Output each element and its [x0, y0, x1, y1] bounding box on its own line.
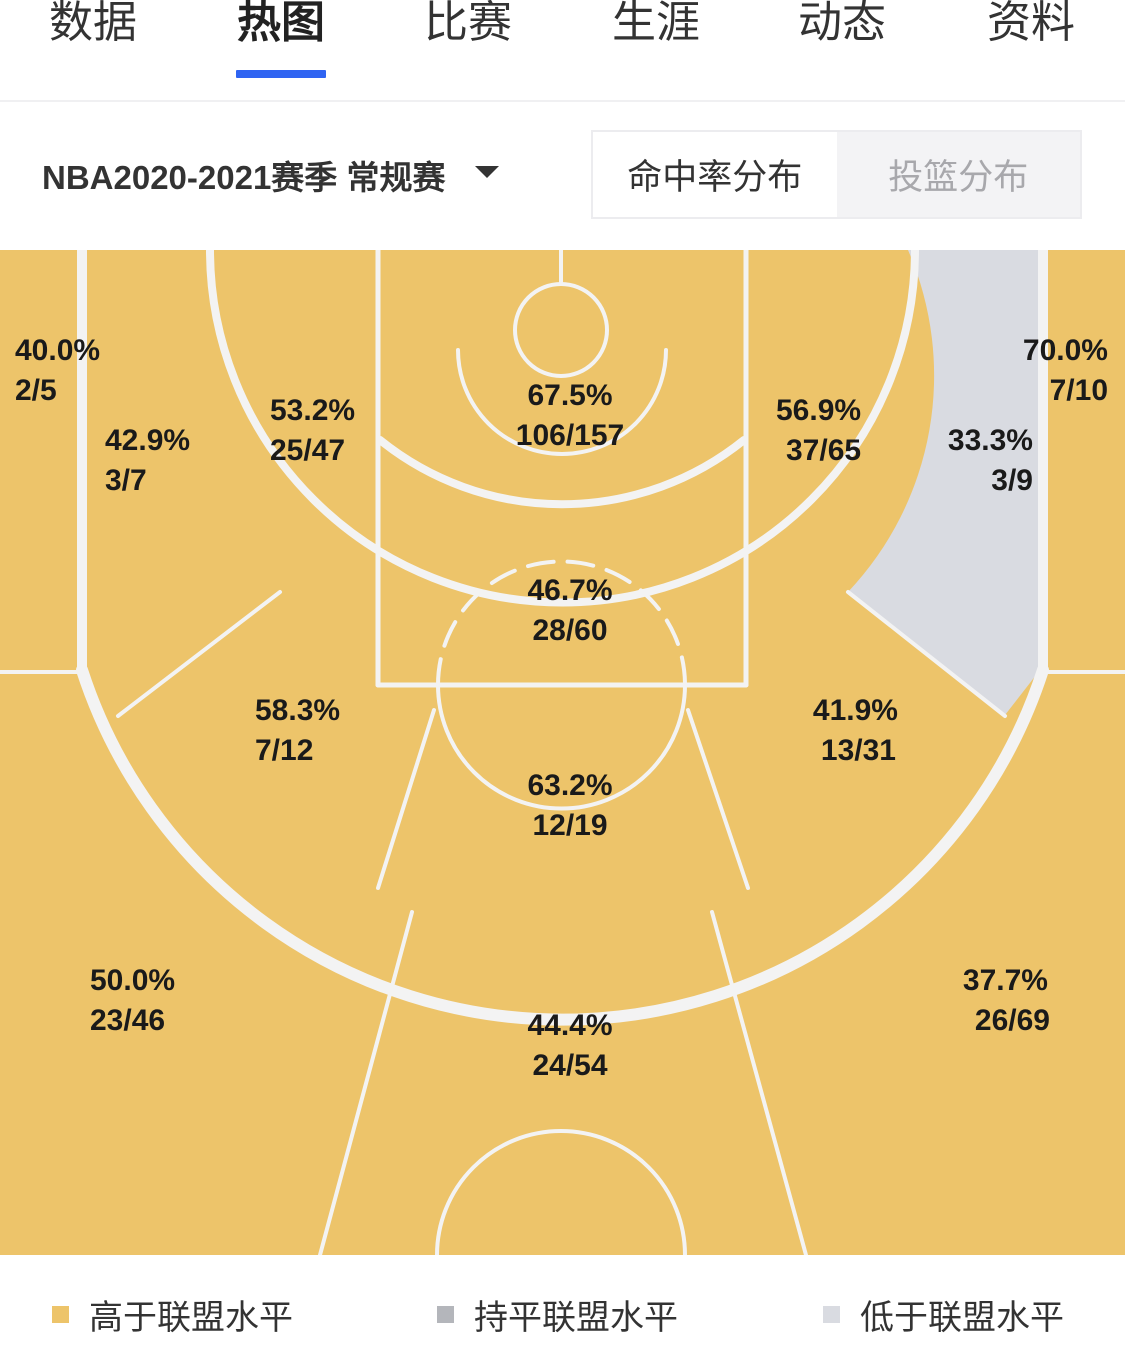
legend-swatch-above: [52, 1306, 69, 1323]
zone-pct-right-baseline-mid: 33.3%: [948, 424, 1033, 457]
zone-pct-right-wing-3: 37.7%: [963, 964, 1048, 997]
zone-pct-right-corner-3: 70.0%: [1023, 334, 1108, 367]
zone-pct-right-wing-mid: 41.9%: [813, 694, 898, 727]
zone-made-att-restricted-area: 106/157: [516, 419, 624, 452]
tab-stats[interactable]: 数据: [49, 0, 137, 48]
legend-swatch-below: [823, 1306, 840, 1323]
season-dropdown[interactable]: NBA2020-2021赛季 常规赛: [42, 145, 500, 205]
tab-profile[interactable]: 资料: [987, 0, 1075, 48]
zone-made-att-right-baseline-mid: 3/9: [991, 464, 1033, 497]
zone-made-att-top-key-mid: 12/19: [532, 809, 607, 842]
legend-below: 低于联盟水平: [823, 1290, 1064, 1339]
toggle-shot-distribution[interactable]: 投篮分布: [836, 132, 1080, 217]
zone-pct-left-baseline-mid: 42.9%: [105, 424, 190, 457]
tab-bar: 数据 热图 比赛 生涯 动态 资料: [0, 0, 1125, 102]
zone-made-att-paint-non-ra: 28/60: [532, 614, 607, 647]
tab-career[interactable]: 生涯: [612, 0, 700, 48]
zone-pct-right-short-mid: 56.9%: [776, 394, 861, 427]
zone-pct-left-corner-3: 40.0%: [15, 334, 100, 367]
view-toggle: 命中率分布 投篮分布: [591, 130, 1082, 219]
legend: 高于联盟水平 持平联盟水平 低于联盟水平: [0, 1270, 1125, 1350]
zone-pct-left-wing-3: 50.0%: [90, 964, 175, 997]
zone-made-att-right-short-mid: 37/65: [786, 434, 861, 467]
zone-pct-left-wing-mid: 58.3%: [255, 694, 340, 727]
active-tab-indicator: [236, 70, 326, 78]
zone-pct-top-3: 44.4%: [527, 1009, 612, 1042]
shot-heatmap-court: 40.0% 2/5 42.9% 3/7 53.2% 25/47 67.5% 106/157 56…: [0, 250, 1125, 1255]
zone-made-att-left-wing-3: 23/46: [90, 1004, 165, 1037]
zone-made-att-right-wing-mid: 13/31: [821, 734, 896, 767]
season-label: NBA2020-2021赛季 常规赛: [42, 159, 446, 196]
zone-pct-left-short-mid: 53.2%: [270, 394, 355, 427]
legend-label-above: 高于联盟水平: [89, 1298, 293, 1338]
caret-down-icon: [475, 166, 500, 178]
zone-made-att-left-wing-mid: 7/12: [255, 734, 313, 767]
zone-made-att-left-short-mid: 25/47: [270, 434, 345, 467]
zone-pct-restricted-area: 67.5%: [527, 379, 612, 412]
zone-right-baseline-mid-fill: [848, 250, 1040, 715]
tab-heatmap[interactable]: 热图: [237, 0, 325, 48]
zone-made-att-left-baseline-mid: 3/7: [105, 464, 147, 497]
legend-equal: 持平联盟水平: [437, 1290, 678, 1339]
tab-news[interactable]: 动态: [798, 0, 886, 48]
legend-above: 高于联盟水平: [52, 1290, 293, 1339]
legend-label-equal: 持平联盟水平: [474, 1298, 678, 1338]
zone-made-att-right-wing-3: 26/69: [975, 1004, 1050, 1037]
toggle-fg-percentage[interactable]: 命中率分布: [593, 132, 837, 217]
zone-pct-paint-non-ra: 46.7%: [527, 574, 612, 607]
tab-games[interactable]: 比赛: [424, 0, 512, 48]
zone-made-att-left-corner-3: 2/5: [15, 374, 57, 407]
zone-made-att-top-3: 24/54: [532, 1049, 607, 1082]
zone-made-att-right-corner-3: 7/10: [1050, 374, 1108, 407]
zone-pct-top-key-mid: 63.2%: [527, 769, 612, 802]
legend-swatch-equal: [437, 1306, 454, 1323]
legend-label-below: 低于联盟水平: [860, 1298, 1064, 1338]
